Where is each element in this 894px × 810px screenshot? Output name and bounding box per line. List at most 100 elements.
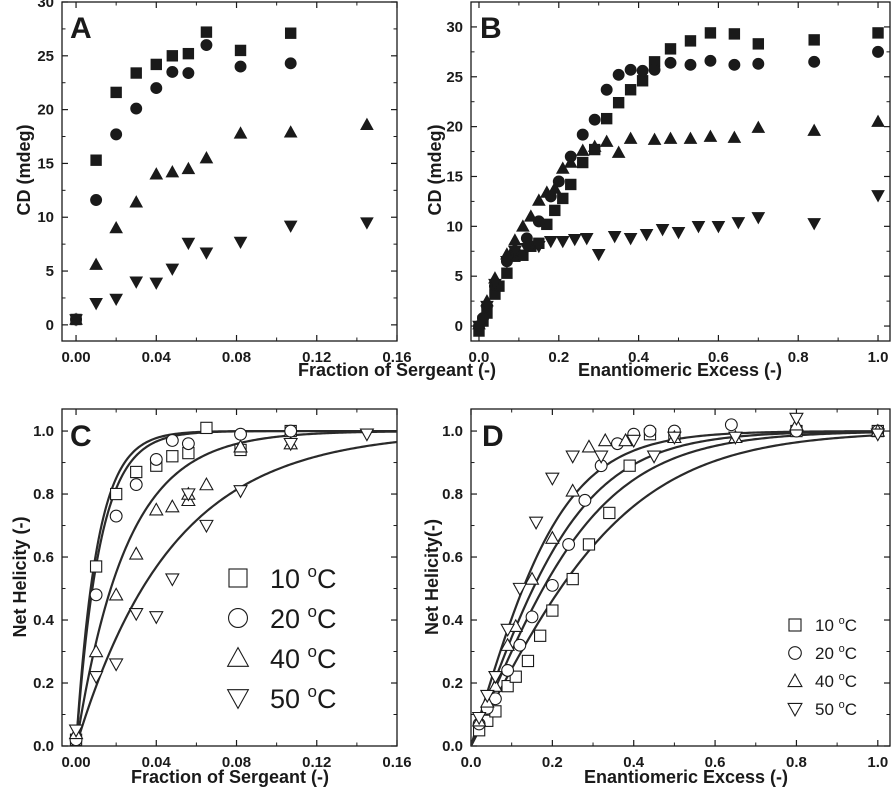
data-point bbox=[501, 267, 513, 279]
data-point bbox=[612, 97, 625, 109]
data-point bbox=[567, 234, 582, 247]
data-point bbox=[512, 582, 528, 597]
data-point bbox=[166, 50, 179, 62]
y-tick-label: 30 bbox=[446, 19, 463, 36]
data-point bbox=[181, 437, 195, 451]
series-circle bbox=[473, 45, 884, 333]
x-tick-label: 0.16 bbox=[382, 349, 411, 366]
data-point bbox=[130, 102, 143, 115]
data-point bbox=[68, 724, 84, 738]
data-point bbox=[283, 220, 298, 233]
y-tick-label: 1.0 bbox=[442, 423, 463, 440]
x-tick-label: 0.12 bbox=[302, 754, 331, 771]
data-point bbox=[165, 263, 180, 276]
data-point bbox=[728, 28, 741, 40]
data-point bbox=[89, 560, 103, 573]
data-point bbox=[524, 209, 538, 222]
data-point bbox=[546, 604, 559, 617]
data-point bbox=[751, 212, 766, 225]
data-point bbox=[618, 432, 633, 447]
legend-marker bbox=[228, 607, 249, 628]
data-point bbox=[587, 139, 602, 152]
y-tick-label: 0 bbox=[455, 318, 463, 335]
series-square bbox=[473, 27, 884, 337]
data-point bbox=[524, 571, 540, 585]
x-axis-title: Enantiomeric Excess (-) bbox=[578, 360, 782, 380]
data-point bbox=[703, 129, 718, 142]
y-tick-label: 0.4 bbox=[33, 612, 55, 629]
data-point bbox=[575, 143, 590, 156]
data-point bbox=[643, 424, 657, 438]
data-point bbox=[752, 57, 765, 70]
legend-label: 10 oC bbox=[270, 562, 337, 594]
y-tick-label: 1.0 bbox=[33, 423, 54, 440]
y-tick-label: 0.8 bbox=[442, 486, 463, 503]
data-point bbox=[516, 219, 530, 232]
data-point bbox=[871, 190, 885, 203]
y-tick-label: 0.4 bbox=[442, 612, 464, 629]
data-point bbox=[130, 67, 142, 79]
data-point bbox=[109, 220, 123, 234]
x-tick-label: 0.00 bbox=[61, 349, 90, 366]
x-tick-label: 0.04 bbox=[142, 754, 172, 771]
data-point bbox=[579, 233, 594, 246]
data-point bbox=[711, 221, 726, 234]
data-point bbox=[480, 300, 494, 314]
data-point bbox=[789, 412, 804, 427]
data-point bbox=[166, 65, 179, 78]
data-point bbox=[646, 450, 662, 464]
x-tick-label: 0.04 bbox=[142, 349, 172, 366]
data-point bbox=[648, 63, 661, 76]
data-point bbox=[128, 608, 144, 622]
y-tick-label: 0.2 bbox=[442, 675, 463, 692]
data-point bbox=[534, 629, 547, 642]
y-tick-label: 0.6 bbox=[442, 549, 463, 566]
data-point bbox=[182, 47, 195, 60]
data-point bbox=[544, 472, 560, 486]
data-point bbox=[521, 654, 535, 668]
legend-marker bbox=[788, 646, 802, 660]
data-point bbox=[563, 155, 578, 168]
x-tick-label: 0.00 bbox=[61, 754, 90, 771]
series-circle bbox=[70, 39, 297, 326]
x-tick-label: 0.12 bbox=[302, 349, 331, 366]
x-tick-label: 0.0 bbox=[461, 754, 482, 771]
data-point bbox=[166, 450, 179, 463]
data-point bbox=[532, 240, 546, 254]
data-point bbox=[200, 421, 213, 435]
data-point bbox=[581, 439, 597, 453]
data-point bbox=[150, 58, 162, 71]
data-point bbox=[612, 68, 625, 81]
legend: 10 oC 20 oC 40 oC 50 oC bbox=[787, 615, 857, 719]
data-point bbox=[525, 610, 539, 624]
data-point bbox=[588, 113, 601, 126]
data-point bbox=[150, 82, 163, 95]
data-point bbox=[129, 276, 144, 289]
data-point bbox=[501, 663, 515, 677]
data-point bbox=[284, 27, 297, 39]
data-point bbox=[284, 424, 298, 438]
x-tick-label: 1.0 bbox=[867, 754, 888, 771]
legend-marker bbox=[226, 646, 250, 667]
series-square bbox=[69, 421, 297, 746]
data-point bbox=[164, 573, 180, 587]
data-point bbox=[611, 145, 626, 158]
x-tick-label: 0.2 bbox=[542, 754, 563, 771]
data-point bbox=[129, 478, 143, 492]
data-point bbox=[199, 151, 214, 164]
data-point bbox=[871, 114, 885, 127]
y-tick-label: 10 bbox=[446, 218, 463, 235]
data-point bbox=[360, 117, 374, 130]
data-point bbox=[520, 232, 533, 245]
data-point bbox=[684, 58, 697, 71]
data-point bbox=[600, 83, 613, 96]
x-tick-label: 0.08 bbox=[222, 754, 251, 771]
data-point bbox=[565, 483, 581, 497]
legend-label: 40 oC bbox=[270, 642, 337, 674]
data-point bbox=[149, 167, 164, 180]
data-point bbox=[751, 120, 766, 133]
data-point bbox=[233, 439, 248, 453]
y-tick-label: 15 bbox=[37, 155, 54, 172]
legend-label: 20 oC bbox=[270, 602, 337, 634]
x-tick-label: 0.4 bbox=[628, 349, 650, 366]
